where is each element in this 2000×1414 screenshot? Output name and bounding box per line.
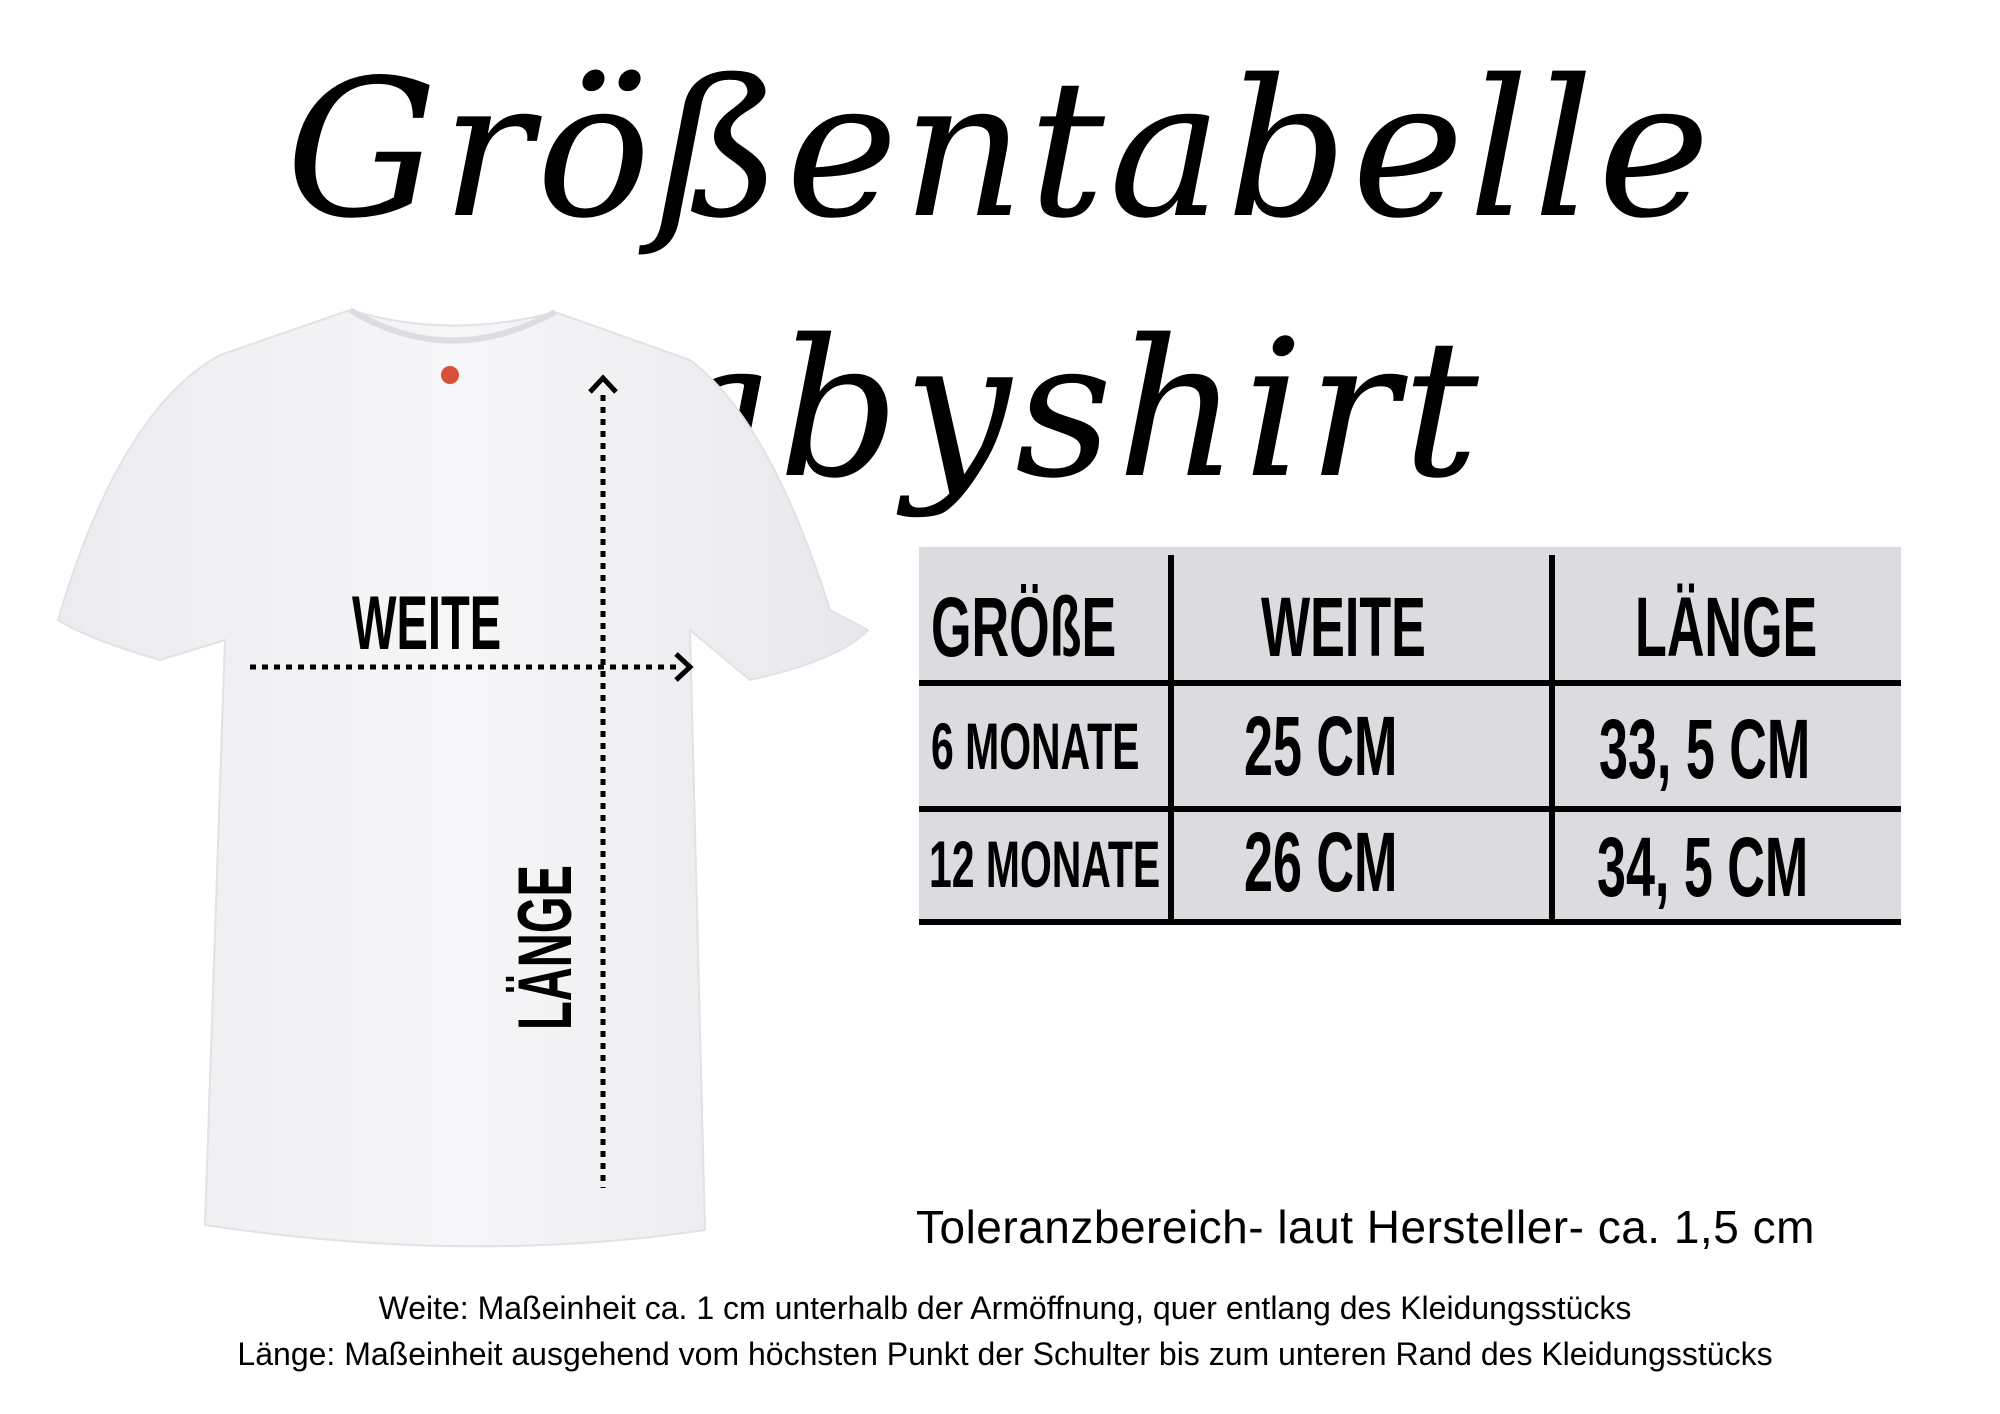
tolerance-note: Toleranzbereich- laut Hersteller- ca. 1,… xyxy=(916,1201,1815,1253)
header-weite: WEITE xyxy=(1261,580,1426,674)
row-laenge: 34, 5 CM xyxy=(1597,820,1809,914)
laenge-note: Länge: Maßeinheit ausgehend vom höchsten… xyxy=(237,1336,1773,1372)
column-divider xyxy=(1168,555,1174,925)
arrow-right-icon xyxy=(674,652,694,682)
weite-note: Weite: Maßeinheit ca. 1 cm unterhalb der… xyxy=(378,1290,1632,1326)
row-laenge: 33, 5 CM xyxy=(1599,702,1811,796)
column-divider xyxy=(1549,555,1555,925)
row-divider xyxy=(919,680,1901,686)
header-groesse: GRÖßE xyxy=(931,580,1117,674)
row-weite: 25 CM xyxy=(1244,699,1398,793)
laenge-label: LÄNGE xyxy=(503,865,588,1030)
row-size: 6 MONATE xyxy=(931,709,1140,783)
tshirt-image xyxy=(56,307,870,1248)
row-weite: 26 CM xyxy=(1244,815,1398,909)
brand-label-icon xyxy=(441,366,459,384)
page-title: Größentabelle Babyshirt xyxy=(285,39,1715,520)
weite-label: WEITE xyxy=(352,581,502,666)
size-table: GRÖßE WEITE LÄNGE 6 MONATE 25 CM 33, 5 C… xyxy=(919,547,1901,925)
arrow-up-icon xyxy=(588,374,618,394)
header-laenge: LÄNGE xyxy=(1635,580,1818,674)
row-divider xyxy=(919,806,1901,812)
row-size: 12 MONATE xyxy=(929,827,1161,901)
row-divider xyxy=(919,919,1901,925)
